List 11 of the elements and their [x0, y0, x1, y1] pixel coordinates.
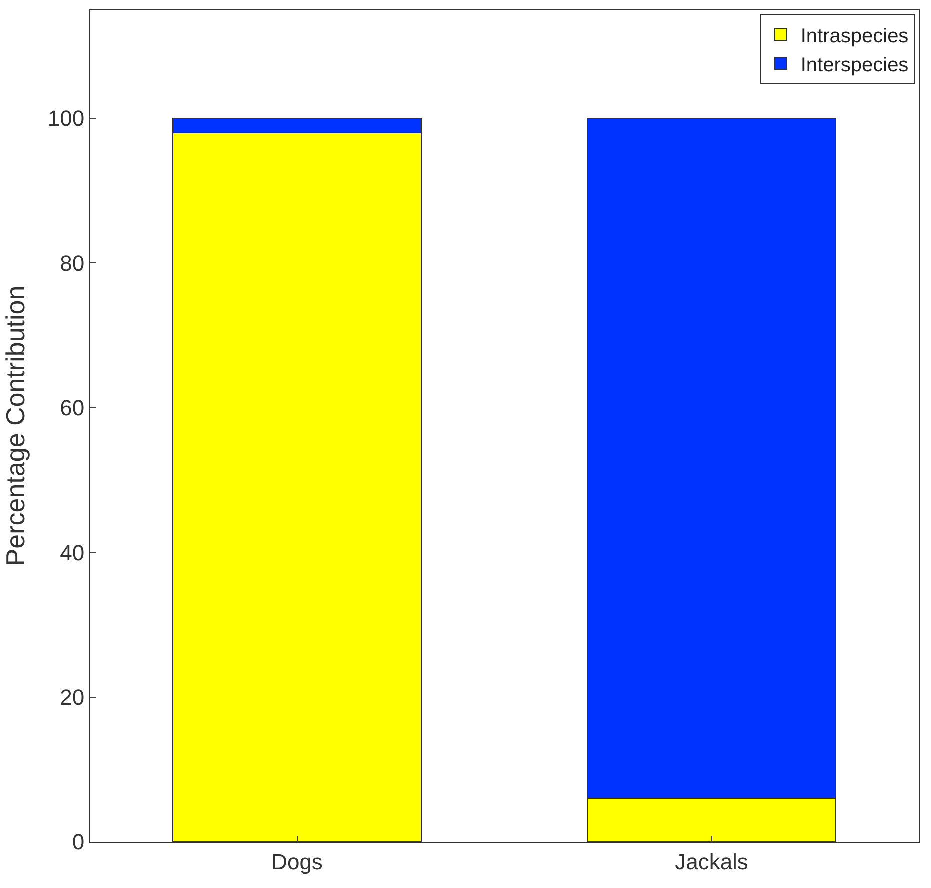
y-tick-label: 80: [60, 250, 85, 276]
y-axis-title: Percentage Contribution: [0, 286, 30, 566]
y-tick-label: 100: [48, 106, 85, 132]
y-tick-label: 60: [60, 396, 85, 421]
y-tick-label: 20: [60, 685, 85, 710]
x-tick-label: Jackals: [675, 849, 748, 874]
legend-label: Intraspecies: [800, 25, 909, 48]
x-tick-label: Dogs: [272, 849, 323, 874]
y-tick-label: 40: [60, 540, 85, 566]
y-tick-label: 0: [72, 830, 85, 855]
legend-label: Interspecies: [800, 54, 909, 76]
